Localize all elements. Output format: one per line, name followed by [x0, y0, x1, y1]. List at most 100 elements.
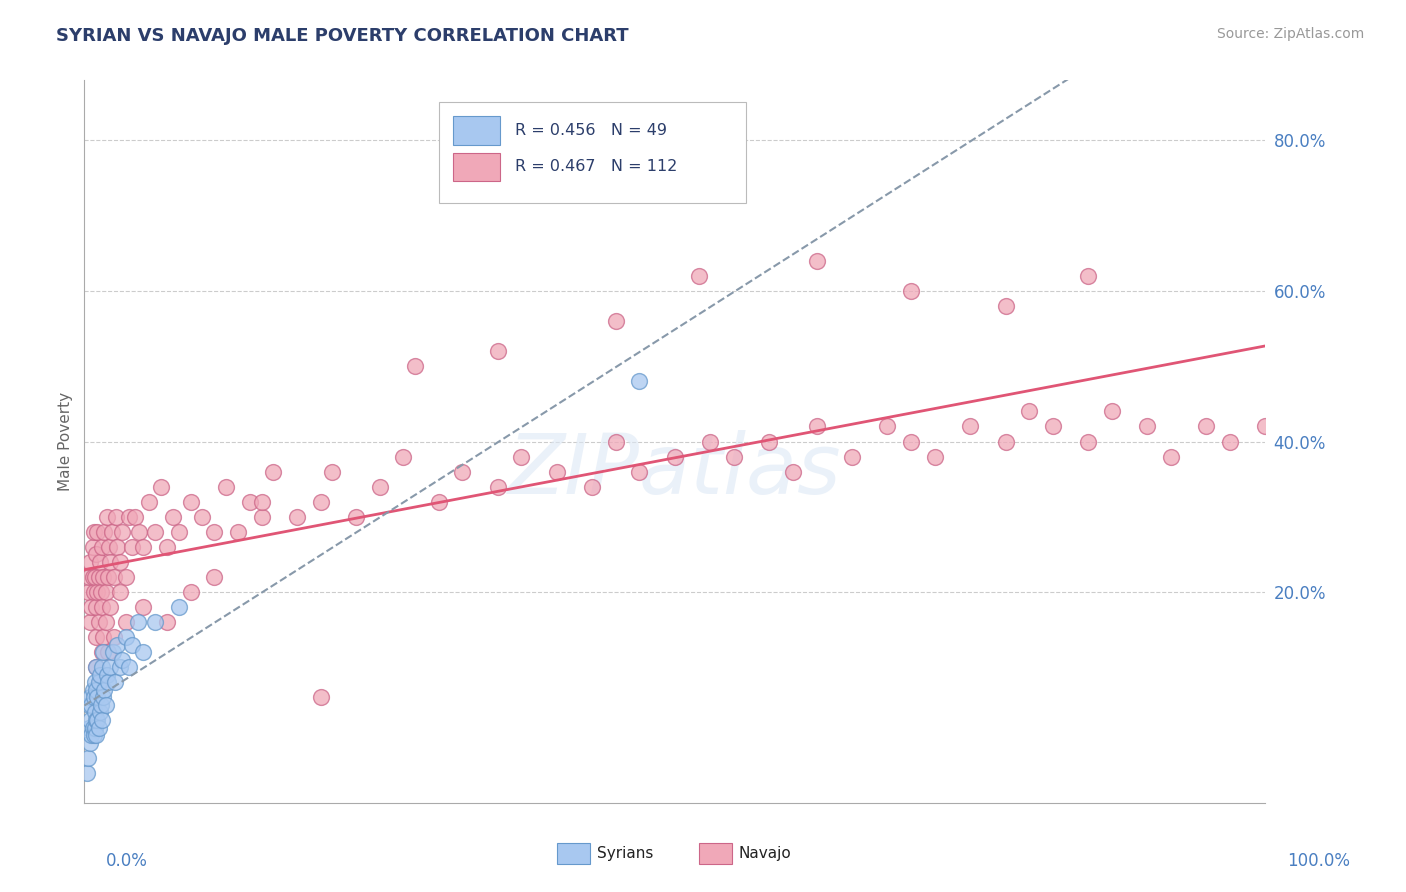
Point — [132, 645, 155, 659]
Point — [93, 682, 115, 697]
Point — [121, 540, 143, 554]
Point — [132, 540, 155, 554]
Point — [1219, 434, 1241, 449]
Point — [628, 465, 651, 479]
Point — [76, 765, 98, 780]
Point — [91, 660, 114, 674]
Point — [605, 434, 627, 449]
Point — [80, 728, 103, 742]
Point — [239, 494, 262, 508]
Point — [959, 419, 981, 434]
Point — [79, 713, 101, 727]
Point — [84, 675, 107, 690]
Point — [82, 682, 104, 697]
Point — [83, 524, 105, 539]
Point — [1254, 419, 1277, 434]
Point — [1101, 404, 1123, 418]
Point — [82, 721, 104, 735]
Point — [100, 524, 122, 539]
Point — [699, 434, 721, 449]
Point — [758, 434, 780, 449]
Text: Syrians: Syrians — [598, 846, 654, 861]
Point — [84, 630, 107, 644]
Point — [105, 509, 128, 524]
Point — [876, 419, 898, 434]
Point — [427, 494, 450, 508]
Point — [486, 344, 509, 359]
Point — [782, 465, 804, 479]
Point — [79, 735, 101, 749]
Point — [98, 540, 121, 554]
Point — [114, 570, 136, 584]
Point — [451, 465, 474, 479]
Point — [80, 698, 103, 712]
Point — [91, 630, 114, 644]
Point — [77, 585, 100, 599]
Point — [101, 645, 124, 659]
Point — [664, 450, 686, 464]
Point — [82, 570, 104, 584]
Point — [127, 615, 149, 630]
FancyBboxPatch shape — [453, 153, 501, 181]
Point — [215, 480, 238, 494]
Point — [103, 570, 125, 584]
Point — [150, 480, 173, 494]
Text: R = 0.456   N = 49: R = 0.456 N = 49 — [516, 123, 668, 138]
Point — [108, 660, 131, 674]
Point — [202, 570, 225, 584]
Point — [89, 668, 111, 682]
Point — [344, 509, 367, 524]
Point — [994, 299, 1017, 313]
Point — [285, 509, 308, 524]
Point — [94, 585, 117, 599]
Point — [1042, 419, 1064, 434]
Point — [79, 615, 101, 630]
Point — [98, 660, 121, 674]
Point — [77, 698, 100, 712]
Point — [392, 450, 415, 464]
FancyBboxPatch shape — [453, 117, 501, 145]
Point — [96, 509, 118, 524]
Point — [156, 615, 179, 630]
Point — [103, 630, 125, 644]
Point — [87, 721, 110, 735]
Point — [84, 682, 107, 697]
Point — [87, 675, 110, 690]
Point — [97, 675, 120, 690]
Point — [688, 268, 710, 283]
Point — [79, 555, 101, 569]
Point — [581, 480, 603, 494]
Point — [1195, 419, 1218, 434]
Point — [91, 690, 114, 705]
Point — [84, 660, 107, 674]
Point — [924, 450, 946, 464]
Point — [138, 494, 160, 508]
Text: Navajo: Navajo — [738, 846, 792, 861]
Point — [121, 638, 143, 652]
Point — [114, 630, 136, 644]
Point — [77, 750, 100, 764]
Point — [107, 638, 129, 652]
Point — [202, 524, 225, 539]
Point — [321, 465, 343, 479]
Point — [156, 540, 179, 554]
Point — [806, 419, 828, 434]
FancyBboxPatch shape — [557, 843, 591, 864]
Point — [368, 480, 391, 494]
Point — [77, 721, 100, 735]
Point — [91, 645, 114, 659]
Point — [82, 540, 104, 554]
Point — [79, 690, 101, 705]
Point — [226, 524, 249, 539]
Point — [309, 494, 332, 508]
Text: ZIPatlas: ZIPatlas — [508, 430, 842, 511]
Point — [91, 645, 114, 659]
Point — [143, 615, 166, 630]
Point — [723, 450, 745, 464]
Point — [96, 668, 118, 682]
Point — [89, 706, 111, 720]
Point — [84, 706, 107, 720]
Point — [180, 494, 202, 508]
Point — [87, 615, 110, 630]
Point — [111, 653, 134, 667]
